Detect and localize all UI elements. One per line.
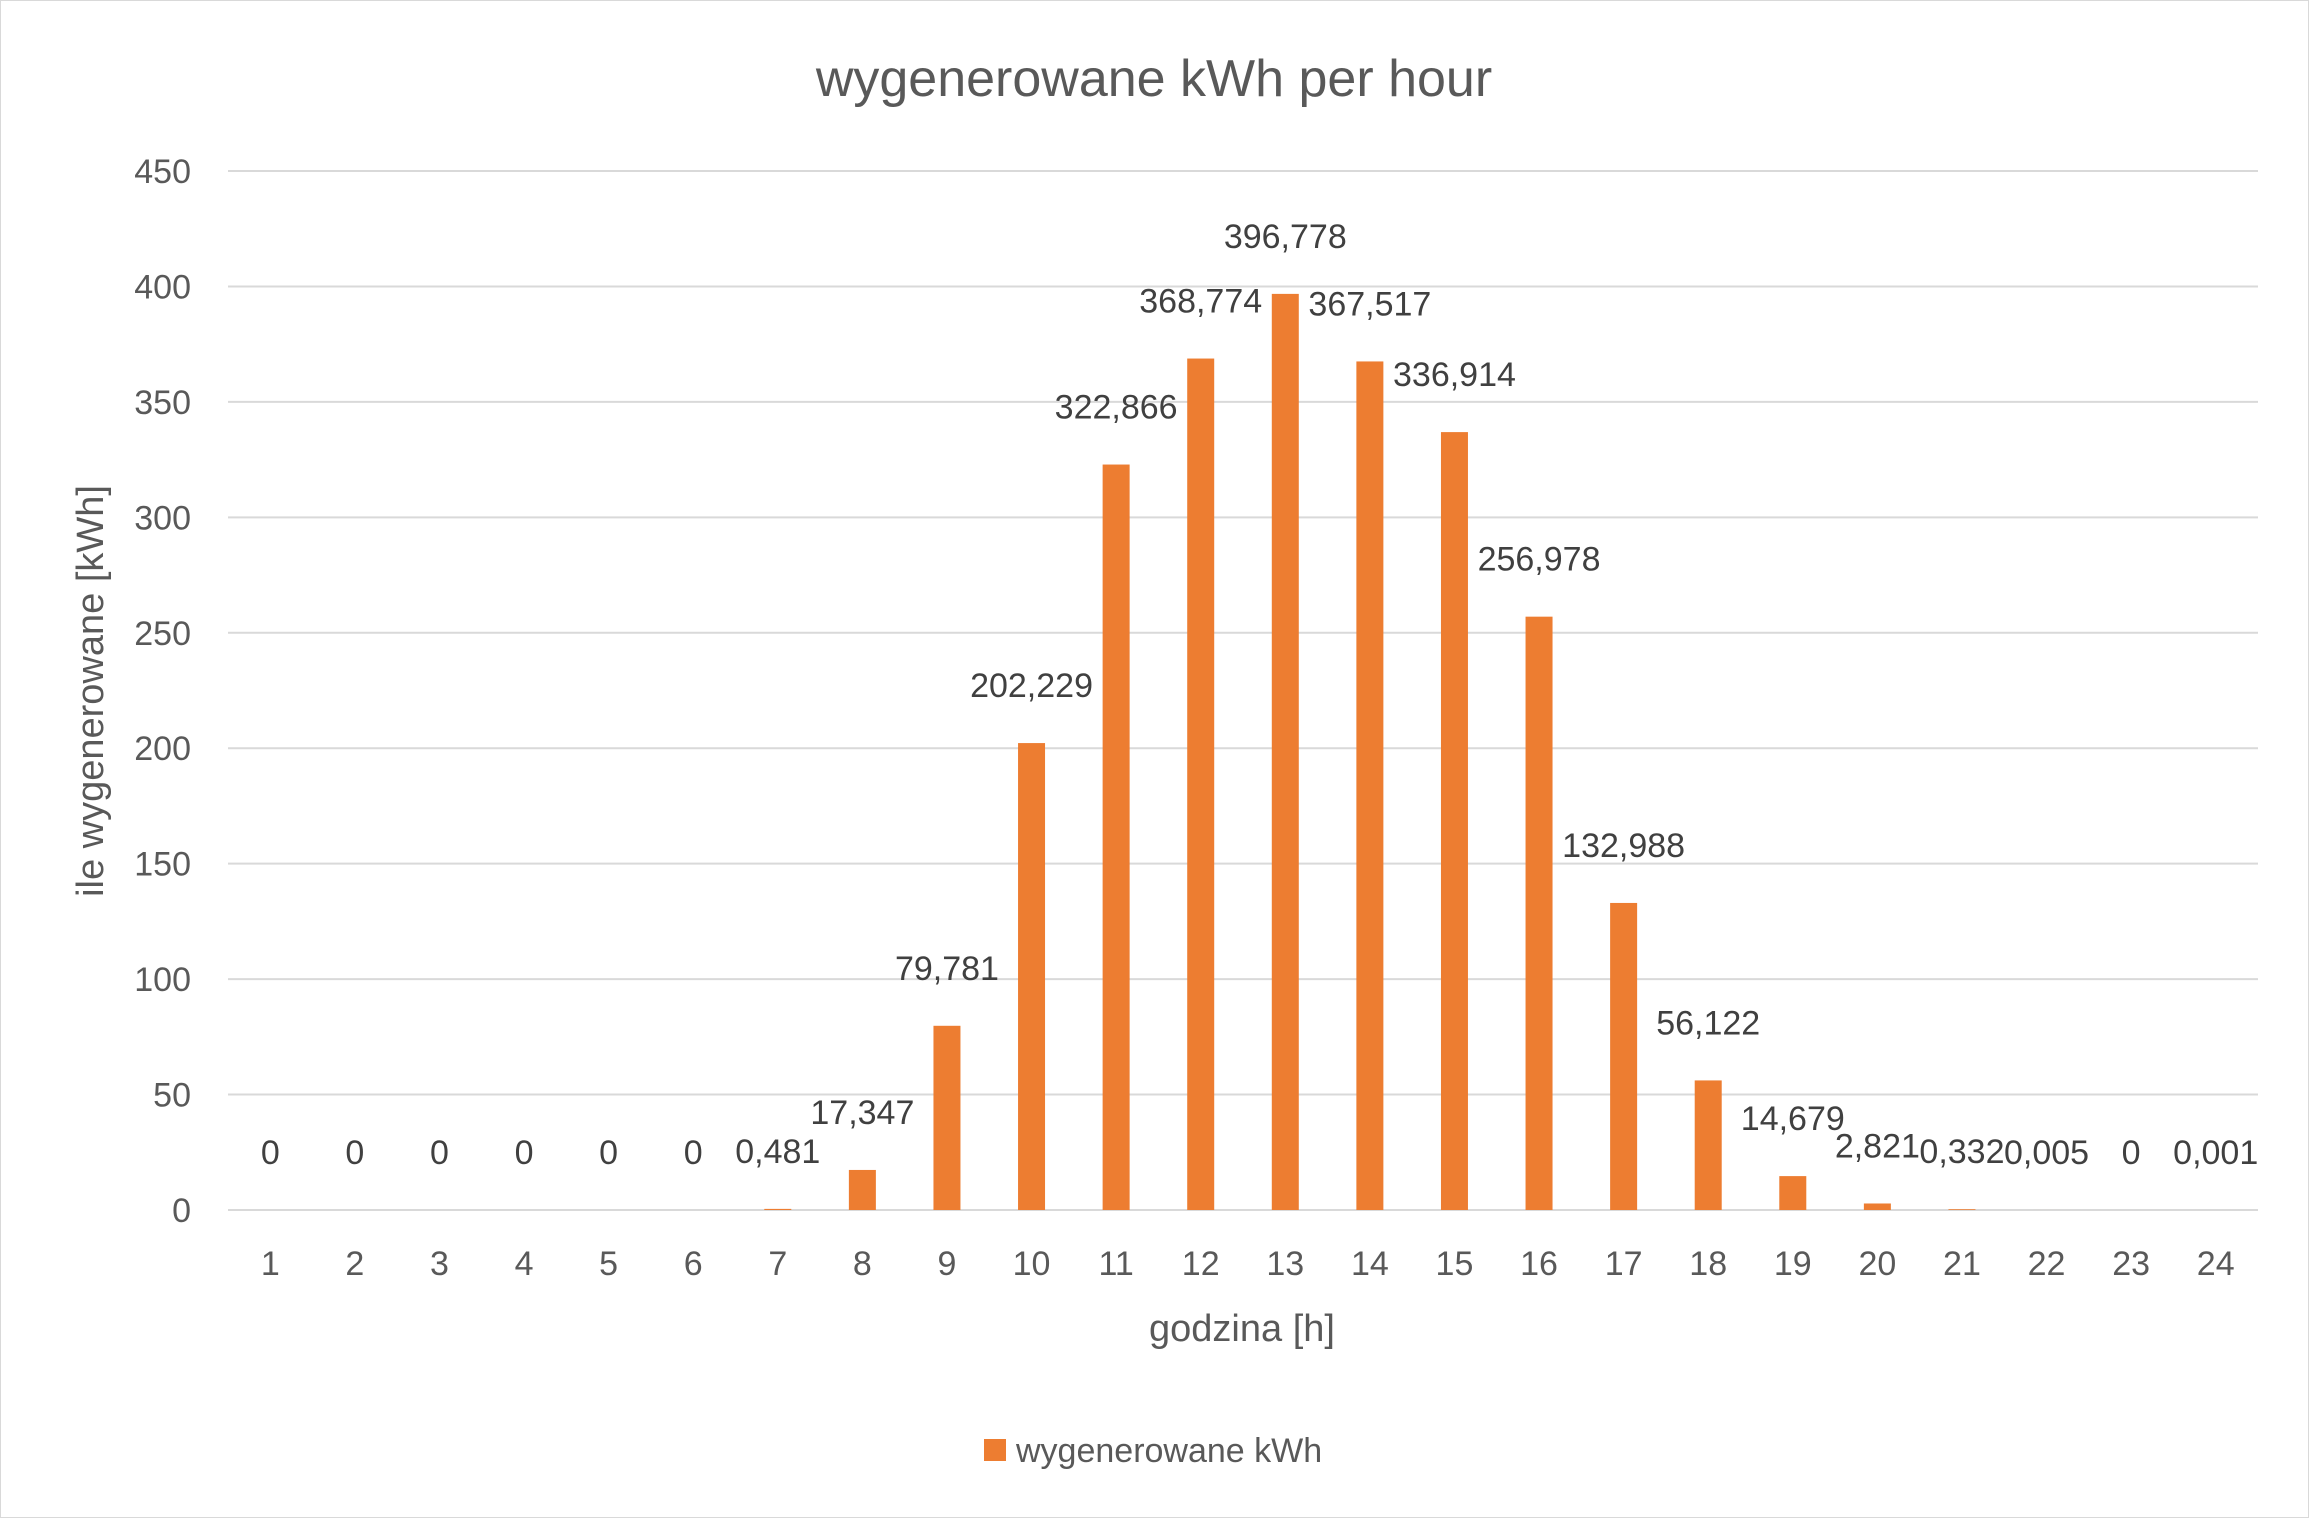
x-tick-label: 13 — [1266, 1245, 1304, 1283]
data-label: 0,005 — [2004, 1134, 2089, 1172]
x-tick-label: 24 — [2197, 1245, 2235, 1283]
x-axis-title: godzina [h] — [1149, 1308, 1335, 1350]
chart-title: wygenerowane kWh per hour — [815, 50, 1492, 108]
data-label: 17,347 — [810, 1094, 914, 1132]
x-tick-label: 8 — [853, 1245, 872, 1283]
bar — [1695, 1080, 1722, 1210]
bar — [1864, 1203, 1891, 1210]
data-label: 0 — [345, 1134, 364, 1172]
y-tick-label: 0 — [172, 1192, 191, 1230]
data-label: 56,122 — [1656, 1004, 1760, 1042]
x-tick-label: 11 — [1098, 1245, 1133, 1283]
data-label: 322,866 — [1055, 389, 1178, 427]
gridlines — [228, 171, 2258, 1210]
bar — [1018, 743, 1045, 1210]
y-tick-label: 100 — [134, 961, 191, 999]
y-tick-label: 450 — [134, 153, 191, 191]
x-tick-label: 17 — [1605, 1245, 1643, 1283]
data-label: 2,821 — [1835, 1127, 1920, 1165]
x-tick-label: 22 — [2028, 1245, 2066, 1283]
bar — [1187, 359, 1214, 1210]
data-label: 0 — [515, 1134, 534, 1172]
y-tick-label: 400 — [134, 268, 191, 306]
data-label: 396,778 — [1224, 218, 1347, 256]
data-label: 202,229 — [970, 667, 1093, 705]
data-label: 0 — [2122, 1134, 2141, 1172]
data-label: 0,481 — [735, 1133, 820, 1171]
x-tick-label: 16 — [1520, 1245, 1558, 1283]
data-label: 132,988 — [1562, 827, 1685, 865]
x-tick-label: 21 — [1943, 1245, 1981, 1283]
data-label: 14,679 — [1741, 1100, 1845, 1138]
y-tick-label: 300 — [134, 499, 191, 537]
bar — [1103, 465, 1130, 1210]
bar — [1272, 294, 1299, 1210]
y-axis-title: ile wygenerowane [kWh] — [70, 485, 112, 897]
legend-swatch — [984, 1439, 1006, 1461]
data-label: 0 — [599, 1134, 618, 1172]
x-tick-label: 19 — [1774, 1245, 1812, 1283]
data-label: 0 — [684, 1134, 703, 1172]
data-label: 336,914 — [1393, 356, 1516, 394]
bar — [1610, 903, 1637, 1210]
y-tick-label: 150 — [134, 846, 191, 884]
x-tick-label: 12 — [1182, 1245, 1220, 1283]
x-tick-label: 7 — [768, 1245, 787, 1283]
bar — [849, 1170, 876, 1210]
data-label: 368,774 — [1139, 283, 1262, 321]
bar — [1779, 1176, 1806, 1210]
bar — [1441, 432, 1468, 1210]
bar — [1948, 1209, 1975, 1210]
data-label: 0 — [430, 1134, 449, 1172]
y-axis-ticks: 0 50 100 150 200 250 300 350 400 450 — [134, 153, 191, 1230]
x-tick-label: 18 — [1689, 1245, 1727, 1283]
legend-label: wygenerowane kWh — [1015, 1432, 1322, 1470]
x-tick-label: 15 — [1436, 1245, 1474, 1283]
y-tick-label: 350 — [134, 384, 191, 422]
x-tick-label: 10 — [1013, 1245, 1051, 1283]
x-tick-label: 5 — [599, 1245, 618, 1283]
y-tick-label: 250 — [134, 615, 191, 653]
y-tick-label: 200 — [134, 730, 191, 768]
data-label: 0,001 — [2173, 1134, 2258, 1172]
x-tick-label: 9 — [937, 1245, 956, 1283]
legend: wygenerowane kWh — [984, 1432, 1322, 1470]
bars — [764, 294, 2229, 1210]
bar — [764, 1209, 791, 1210]
x-tick-label: 6 — [684, 1245, 703, 1283]
data-label: 0 — [261, 1134, 280, 1172]
bar — [1526, 617, 1553, 1210]
bar — [933, 1026, 960, 1210]
x-tick-label: 4 — [515, 1245, 534, 1283]
bar — [1356, 361, 1383, 1210]
x-tick-label: 20 — [1858, 1245, 1896, 1283]
x-tick-label: 2 — [345, 1245, 364, 1283]
x-tick-label: 1 — [261, 1245, 280, 1283]
data-label: 79,781 — [895, 950, 999, 988]
data-label: 0,332 — [1919, 1133, 2004, 1171]
x-tick-label: 14 — [1351, 1245, 1389, 1283]
x-tick-label: 3 — [430, 1245, 449, 1283]
x-tick-label: 23 — [2112, 1245, 2150, 1283]
data-label: 256,978 — [1478, 541, 1601, 579]
data-label: 367,517 — [1308, 285, 1431, 323]
y-tick-label: 50 — [153, 1077, 191, 1115]
